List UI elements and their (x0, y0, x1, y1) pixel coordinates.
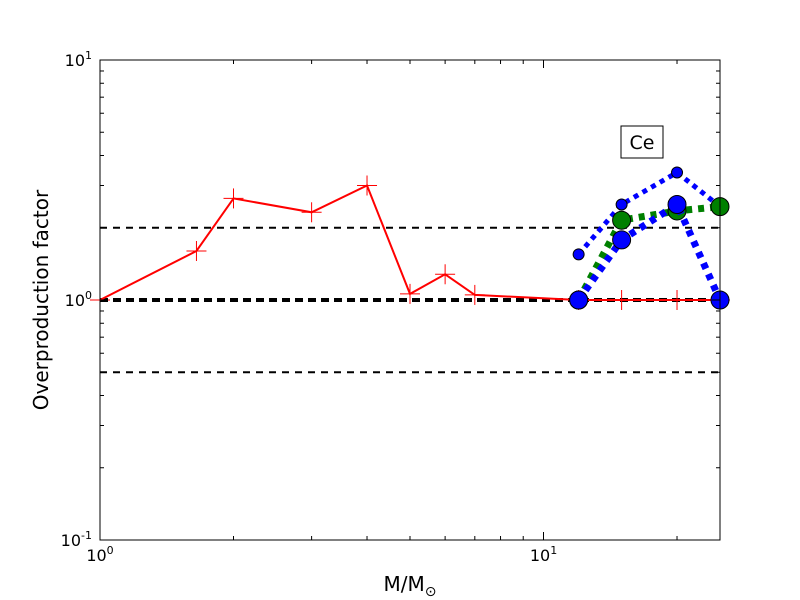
x-axis-label: M/M⊙ (384, 572, 437, 600)
y-tick-label: 100 (65, 289, 92, 310)
annotation-frame (620, 125, 664, 159)
data-point (667, 290, 688, 310)
y-axis-label: Overproduction factor (29, 189, 53, 410)
x-axis-label-subscript: ⊙ (425, 584, 437, 600)
data-point (301, 202, 322, 223)
series-line (576, 169, 722, 256)
data-point (186, 241, 207, 262)
data-point (671, 166, 684, 179)
series-layer (90, 166, 730, 310)
data-point (357, 175, 378, 196)
data-point (435, 264, 456, 285)
y-tick-label: 101 (65, 49, 92, 70)
annotation-box: Ce (620, 125, 664, 159)
x-axis-label-main: M/M (384, 572, 425, 596)
x-tick-label: 100 (86, 544, 113, 565)
series-3 (569, 194, 730, 310)
data-point (223, 188, 244, 209)
data-point (569, 290, 589, 310)
data-point (615, 198, 628, 211)
data-point (464, 284, 485, 305)
data-point (400, 283, 420, 304)
annotation-label: Ce (630, 132, 655, 154)
y-tick-label: 10-1 (61, 529, 92, 550)
data-point (612, 230, 632, 250)
data-point (572, 248, 585, 261)
data-point (612, 210, 632, 230)
data-point (667, 194, 687, 214)
data-point (611, 290, 632, 310)
x-tick-label: 101 (530, 544, 557, 565)
series-line (575, 199, 724, 303)
plot-frame (99, 59, 721, 541)
series-line (575, 203, 721, 302)
